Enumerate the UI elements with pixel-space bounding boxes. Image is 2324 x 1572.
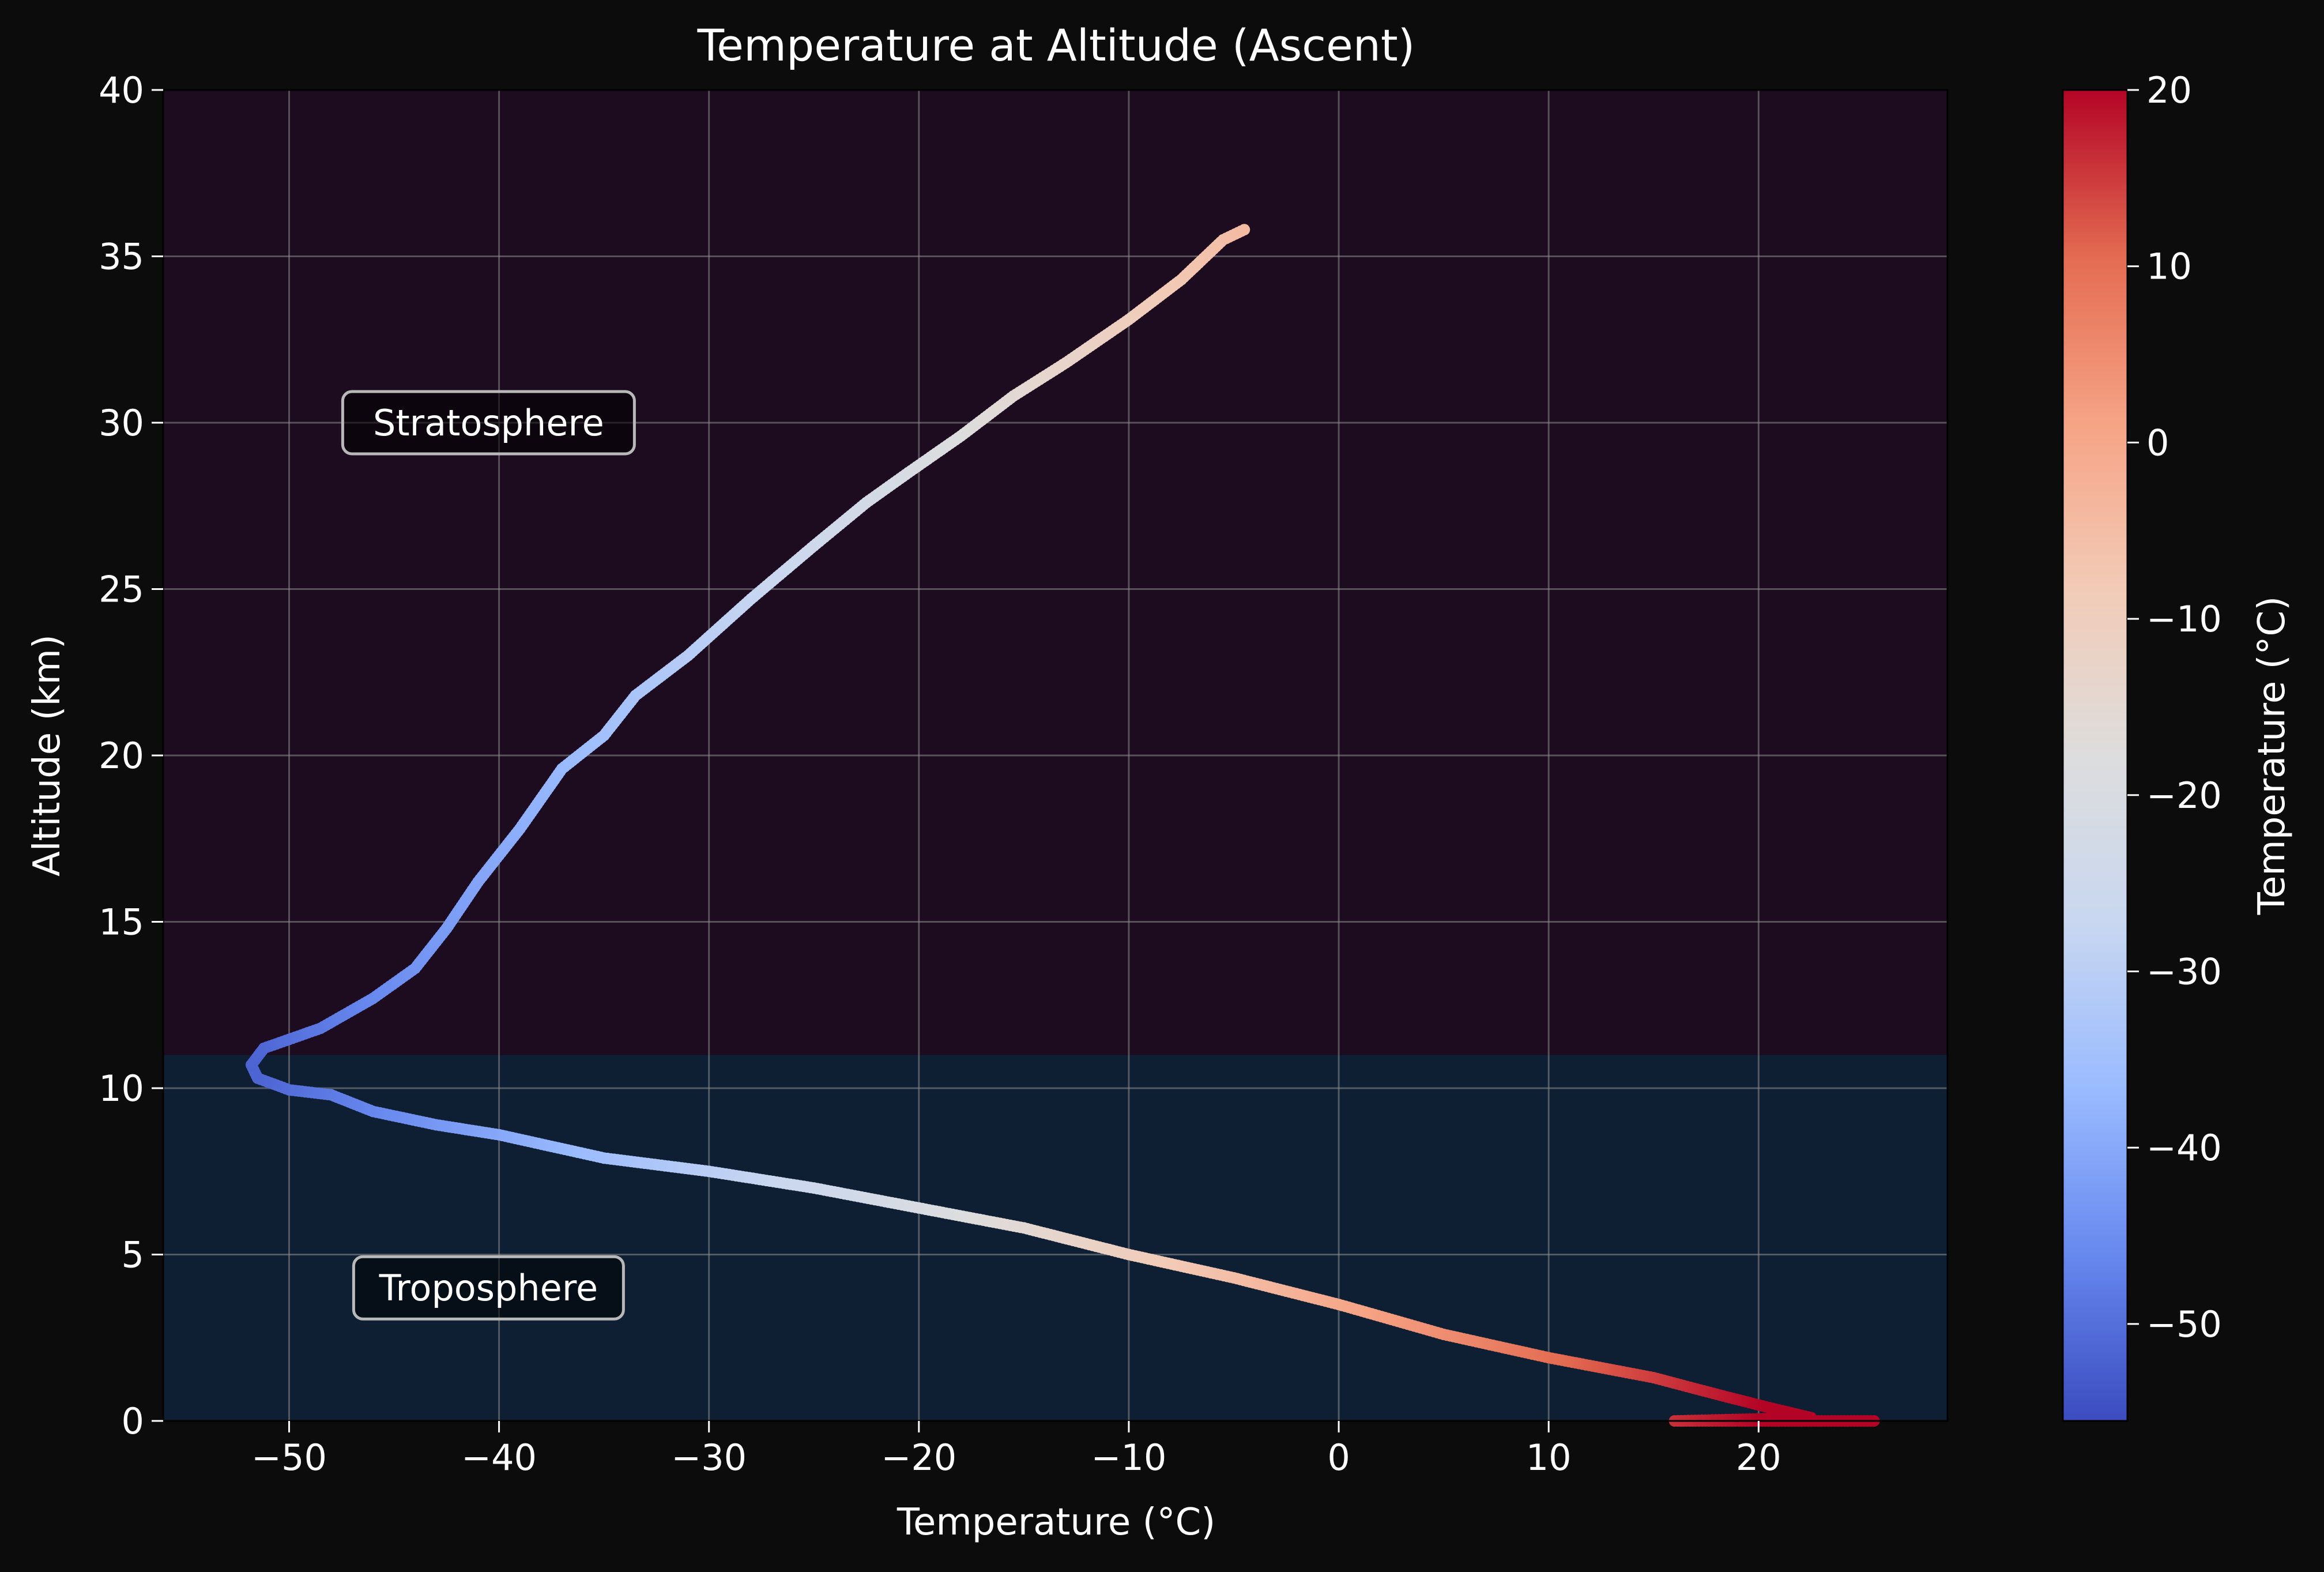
colorbar-tick-label: −30 (2146, 950, 2222, 992)
x-axis-label: Temperature (°C) (897, 1501, 1215, 1544)
region-label-stratosphere: Stratosphere (373, 402, 604, 444)
x-tick-label: −20 (881, 1436, 956, 1479)
y-tick-label: 20 (99, 735, 144, 777)
y-axis-label: Altitude (km) (26, 634, 69, 877)
x-tick-label: −10 (1091, 1436, 1167, 1479)
x-tick-label: −30 (671, 1436, 747, 1479)
y-tick-label: 10 (99, 1067, 144, 1110)
y-tick-label: 35 (99, 236, 144, 278)
colorbar-tick-label: 10 (2146, 246, 2192, 288)
colorbar-tick-label: 0 (2146, 422, 2169, 464)
region-band-stratosphere (163, 90, 1948, 1055)
y-tick-label: 15 (99, 901, 144, 943)
colorbar-tick-label: −50 (2146, 1303, 2222, 1345)
colorbar-tick-label: −40 (2146, 1127, 2222, 1169)
colorbar-label: Temperature (°C) (2251, 596, 2293, 915)
colorbar-ticks: −50 −40 −30 −20 −10 0 10 20 (2127, 69, 2222, 1345)
colorbar-tick-label: 20 (2146, 69, 2192, 111)
region-label-troposphere: Troposphere (379, 1267, 598, 1309)
x-tick-label: −50 (251, 1436, 327, 1479)
region-label-box (341, 390, 636, 456)
data-point (1238, 224, 1250, 236)
x-tick-label: 10 (1526, 1436, 1572, 1479)
y-tick-label: 30 (99, 402, 144, 444)
region-label-box (352, 1255, 625, 1321)
region-labels: Troposphere Stratosphere (341, 390, 636, 1321)
y-tick-label: 40 (99, 69, 144, 111)
x-tick-label: 20 (1736, 1436, 1781, 1479)
colorbar (2062, 89, 2129, 1422)
y-axis-ticks: 0 5 10 15 20 25 30 35 40 (99, 69, 163, 1442)
y-tick-label: 25 (99, 569, 144, 611)
chart-title: Temperature at Altitude (Ascent) (697, 20, 1415, 71)
x-tick-label: 0 (1327, 1436, 1350, 1479)
colorbar-tick-label: −10 (2146, 598, 2222, 640)
y-tick-label: 5 (122, 1234, 144, 1276)
x-axis-ticks: −50 −40 −30 −20 −10 0 10 20 (251, 1421, 1781, 1479)
x-tick-label: −40 (461, 1436, 537, 1479)
y-tick-label: 0 (122, 1400, 144, 1442)
colorbar-tick-label: −20 (2146, 774, 2222, 817)
